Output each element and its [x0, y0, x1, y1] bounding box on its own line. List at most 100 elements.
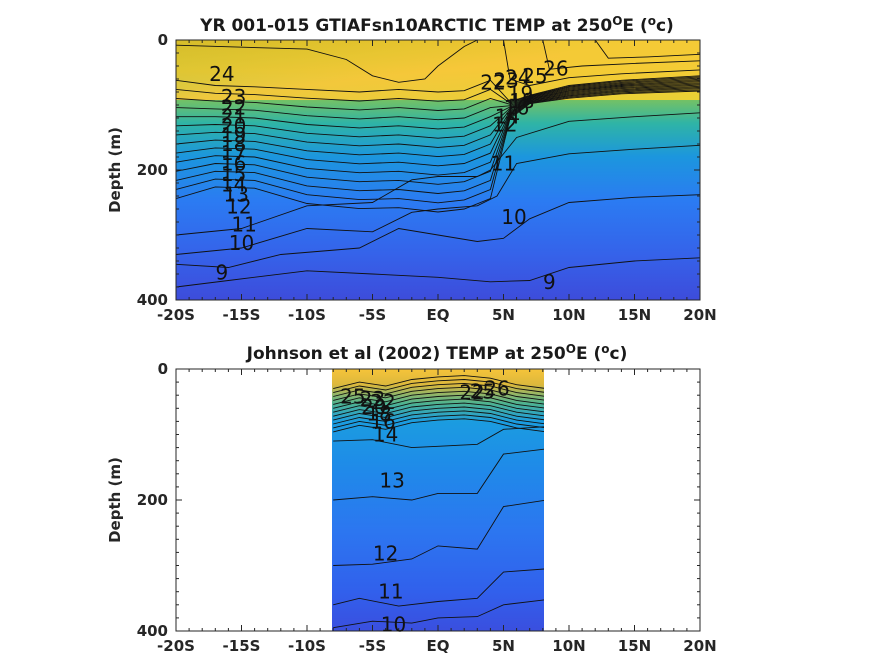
isotherm-label: 11: [378, 580, 403, 604]
isotherm-line: [176, 89, 700, 204]
isotherm-line: [503, 40, 700, 86]
isotherm-label: 22: [459, 381, 484, 405]
isotherm-line: [333, 375, 544, 390]
isotherm-label: 15: [221, 162, 246, 186]
x-tick-label: EQ: [427, 637, 450, 655]
isotherm-label: 26: [484, 377, 509, 401]
top-plot-area: [176, 40, 700, 300]
isotherm-line: [333, 410, 544, 425]
isotherm-line: [176, 90, 700, 213]
bottom-field: [332, 369, 544, 631]
isotherm-line: [333, 379, 544, 394]
isotherm-line: [542, 40, 700, 70]
isotherm-line: [333, 394, 544, 409]
bottom-tick-marks: [175, 368, 701, 632]
isotherm-line: [176, 81, 700, 139]
isotherm-label: 12: [492, 113, 517, 137]
x-tick-label: 5N: [492, 306, 515, 324]
bottom-y-tick-labels: 0 200 400: [137, 360, 168, 640]
isotherm-line: [176, 257, 700, 288]
isotherm-line: [176, 112, 700, 236]
isotherm-line: [333, 382, 544, 397]
x-tick-label: 20N: [683, 637, 716, 655]
isotherm-label: 24: [209, 62, 234, 86]
isotherm-line: [333, 402, 544, 417]
isotherm-line: [176, 76, 700, 104]
x-tick-label: -5S: [359, 637, 386, 655]
top-contour-lines: [176, 40, 700, 288]
isotherm-label: 14: [221, 172, 246, 196]
x-tick-label: -20S: [157, 306, 195, 324]
isotherm-line: [333, 398, 544, 413]
isotherm-line: [333, 599, 544, 629]
isotherm-line: [333, 499, 544, 566]
top-y-tick-labels: 0 200 400: [137, 31, 168, 309]
y-tick-label: 400: [137, 622, 168, 640]
isotherm-line: [333, 386, 544, 401]
isotherm-label: 11: [231, 213, 256, 237]
isotherm-label: 25: [522, 64, 547, 88]
isotherm-line: [594, 40, 700, 59]
isotherm-line: [176, 83, 700, 158]
top-contour-labels: 2423222120191817161514131211109222324252…: [209, 57, 569, 294]
isotherm-label: 19: [221, 123, 246, 147]
isotherm-label: 16: [504, 96, 529, 120]
isotherm-label: 18: [509, 89, 534, 113]
isotherm-label: 16: [221, 152, 246, 176]
top-field-warm-north: [560, 40, 700, 80]
isotherm-label: 9: [215, 261, 228, 285]
isotherm-line: [333, 448, 544, 501]
x-tick-label: 15N: [618, 637, 651, 655]
isotherm-line: [176, 82, 700, 148]
isotherm-label: 10: [501, 205, 526, 229]
bottom-plot-area: [332, 369, 544, 631]
isotherm-label: 18: [366, 402, 391, 426]
isotherm-line: [176, 86, 700, 185]
isotherm-line: [176, 77, 700, 111]
y-tick-label: 200: [137, 491, 168, 509]
isotherm-label: 16: [370, 409, 395, 433]
isotherm-label: 22: [480, 70, 505, 94]
bottom-y-axis-label: Depth (m): [106, 457, 124, 543]
top-tick-marks: [175, 39, 701, 301]
x-tick-label: 10N: [552, 637, 585, 655]
x-tick-label: -15S: [223, 637, 261, 655]
top-x-tick-labels: -20S -15S -10S -5S EQ 5N 10N 15N 20N: [157, 306, 717, 324]
bottom-x-tick-labels: -20S -15S -10S -5S EQ 5N 10N 15N 20N: [157, 637, 717, 655]
x-tick-label: 20N: [683, 306, 716, 324]
x-tick-label: EQ: [427, 306, 450, 324]
y-tick-label: 200: [137, 161, 168, 179]
isotherm-label: 12: [226, 194, 251, 218]
isotherm-label: 9: [543, 270, 556, 294]
x-tick-label: -20S: [157, 637, 195, 655]
x-tick-label: -10S: [288, 306, 326, 324]
isotherm-label: 12: [373, 542, 398, 566]
isotherm-line: [333, 568, 544, 607]
isotherm-line: [176, 194, 700, 268]
isotherm-label: 21: [221, 105, 246, 129]
top-chart-title: YR 001-015 GTIAFsn10ARCTIC TEMP at 250OE…: [199, 14, 674, 36]
isotherm-label: 23: [360, 387, 385, 411]
isotherm-label: 14: [373, 423, 398, 447]
isotherm-line: [176, 144, 700, 255]
y-tick-label: 0: [158, 31, 168, 49]
y-tick-label: 0: [158, 360, 168, 378]
isotherm-label: 17: [221, 141, 246, 165]
isotherm-line: [176, 75, 700, 103]
x-tick-label: -5S: [359, 306, 386, 324]
isotherm-line: [176, 78, 700, 121]
isotherm-label: 23: [493, 68, 518, 92]
x-tick-label: -15S: [223, 306, 261, 324]
isotherm-label: 23: [221, 85, 246, 109]
isotherm-label: 14: [495, 105, 520, 129]
x-tick-label: 5N: [492, 637, 515, 655]
isotherm-label: 22: [221, 96, 246, 120]
bottom-contour-lines: [333, 375, 544, 629]
isotherm-label: 25: [470, 379, 495, 403]
isotherm-line: [176, 88, 700, 194]
isotherm-label: 19: [508, 81, 533, 105]
isotherm-line: [176, 85, 700, 176]
